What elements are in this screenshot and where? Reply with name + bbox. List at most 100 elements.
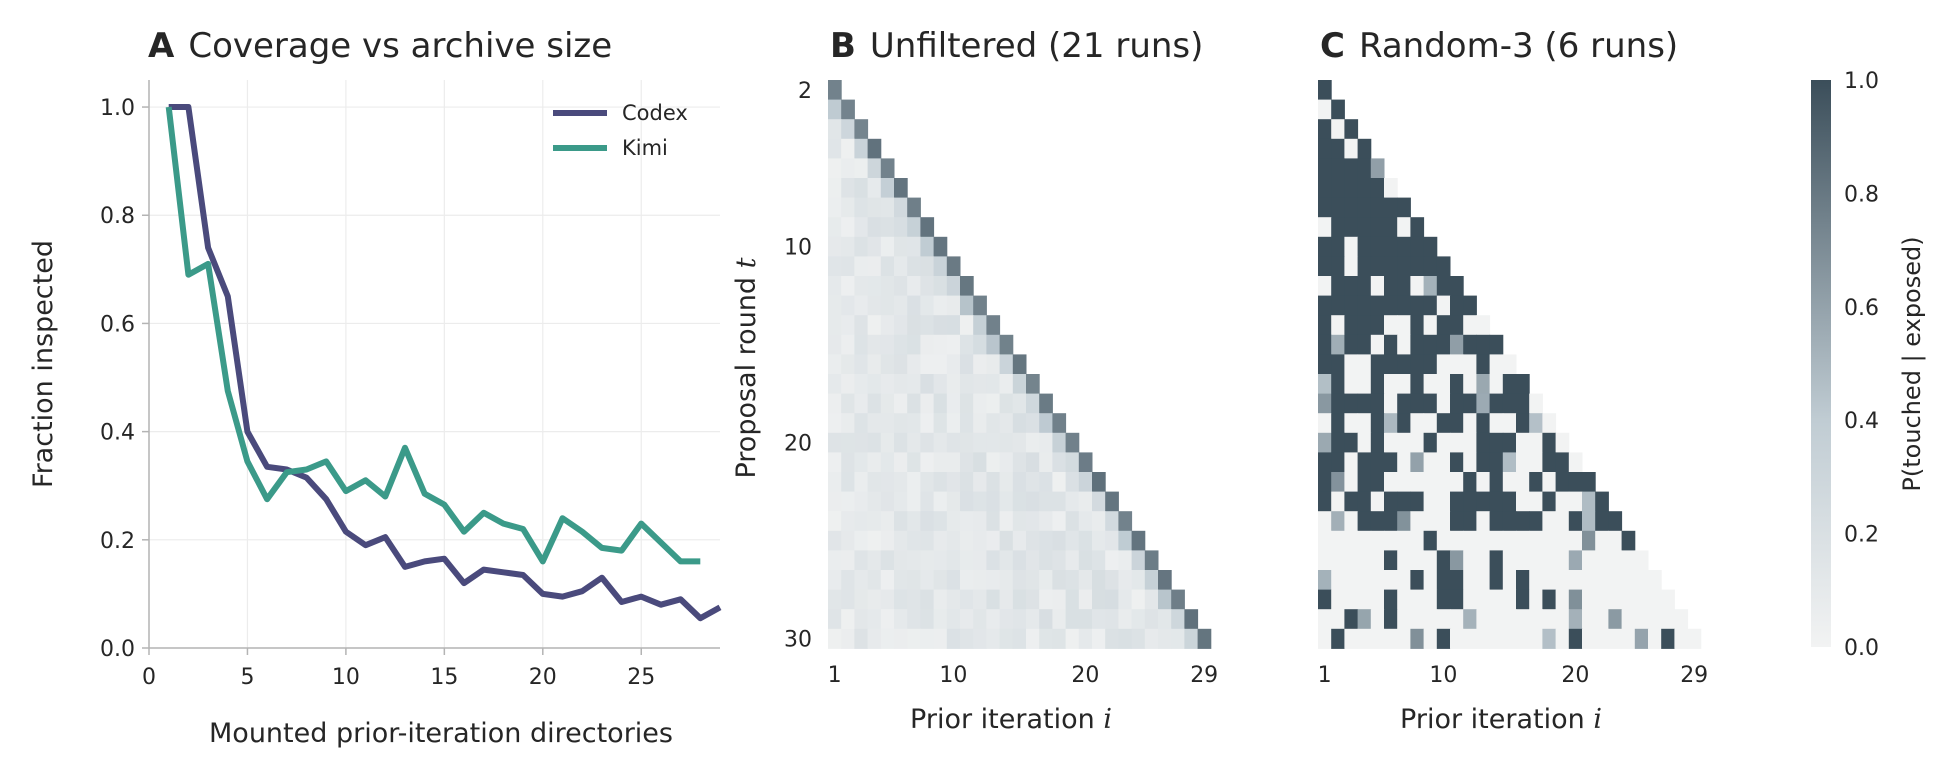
heatmap-cell [1529, 452, 1543, 473]
heatmap-cell [986, 334, 1001, 355]
heatmap-cell [1489, 550, 1504, 571]
heatmap-cell [1463, 530, 1477, 551]
heatmap-cell [867, 334, 882, 355]
heatmap-cell [999, 452, 1014, 473]
heatmap-cell [907, 570, 921, 591]
heatmap-cell [1171, 609, 1185, 630]
heatmap-cell [1555, 550, 1570, 571]
heatmap-cell [880, 315, 895, 336]
heatmap-cell [1370, 393, 1385, 414]
heatmap-cell [828, 472, 842, 493]
heatmap-cell [1450, 570, 1464, 591]
heatmap-cell [1318, 276, 1332, 297]
heatmap-cell [1105, 511, 1119, 532]
colorbar-label: P(touched | exposed) [1898, 236, 1926, 491]
heatmap-cell [1608, 570, 1623, 591]
heatmap-cell [1092, 628, 1106, 649]
heatmap-cell [1463, 511, 1477, 532]
heatmap-cell [1331, 550, 1345, 571]
heatmap-cell [880, 570, 895, 591]
heatmap-cell [1476, 393, 1491, 414]
heatmap-cell [973, 295, 987, 316]
heatmap-cell [960, 432, 974, 453]
heatmap-cell [1318, 315, 1332, 336]
heatmap-cell [1436, 334, 1451, 355]
heatmap-cell [1131, 628, 1146, 649]
heatmap-cell [854, 295, 869, 316]
y-tick-label: 0.4 [100, 421, 135, 446]
heatmap-cell [1476, 452, 1491, 473]
heatmap-cell [1397, 589, 1411, 610]
heatmap-cell [1555, 589, 1570, 610]
panel-a-y-label: Fraction inspected [28, 240, 59, 488]
heatmap-cell [867, 550, 882, 571]
heatmap-cell [1105, 570, 1119, 591]
heatmap-cell [894, 452, 908, 473]
heatmap-cell [920, 570, 935, 591]
heatmap-cell [946, 295, 961, 316]
heatmap-cell [960, 550, 974, 571]
heatmap-cell [933, 374, 948, 395]
heatmap-cell [1344, 295, 1359, 316]
heatmap-cell [973, 589, 987, 610]
heatmap-cell [986, 432, 1001, 453]
y-tick-label: 0.8 [100, 204, 135, 229]
heatmap-cell [880, 550, 895, 571]
heatmap-cell [854, 138, 869, 159]
heatmap-cell [986, 413, 1001, 434]
heatmap-cell [1131, 609, 1146, 630]
heatmap-cell [841, 119, 855, 140]
heatmap-cell [1529, 628, 1543, 649]
heatmap-cell [1634, 570, 1649, 591]
heatmap-cell [1370, 217, 1385, 238]
heatmap-cell [999, 393, 1014, 414]
heatmap-cell [1502, 589, 1517, 610]
heatmap-cell [1436, 609, 1451, 630]
heatmap-cell [1450, 550, 1464, 571]
heatmap-cell [894, 295, 908, 316]
heatmap-cell [1582, 530, 1596, 551]
heatmap-cell [1529, 550, 1543, 571]
heatmap-cell [1118, 550, 1133, 571]
heatmap-cell [1370, 178, 1385, 199]
heatmap-cell [1357, 158, 1372, 179]
heatmap-cell [960, 609, 974, 630]
heatmap-cell [1450, 511, 1464, 532]
heatmap-cell [1318, 295, 1332, 316]
heatmap-cell [1436, 432, 1451, 453]
heatmap-cell [946, 393, 961, 414]
heatmap-cell [1410, 334, 1425, 355]
heatmap-cell [1450, 530, 1464, 551]
heatmap-cell [1065, 589, 1080, 610]
heatmap-cell [1397, 393, 1411, 414]
heatmap-cell [999, 570, 1014, 591]
heatmap-cell [880, 472, 895, 493]
heatmap-cell [841, 158, 855, 179]
heatmap-cell [1410, 472, 1425, 493]
heatmap-cell [1516, 452, 1530, 473]
heatmap-cell [920, 413, 935, 434]
heatmap-cell [999, 374, 1014, 395]
heatmap-cell [828, 256, 842, 277]
heatmap-cell [828, 374, 842, 395]
heatmap-cell [1450, 295, 1464, 316]
heatmap-cell [841, 138, 855, 159]
heatmap-cell [894, 393, 908, 414]
colorbar-tick-label: 0.2 [1844, 523, 1879, 548]
heatmap-cell [999, 354, 1014, 375]
heatmap-cell [1344, 511, 1359, 532]
y-tick-label: 1.0 [100, 96, 135, 121]
x-tick-label: 20 [1561, 663, 1589, 688]
heatmap-cell [1370, 511, 1385, 532]
heatmap-cell [1318, 334, 1332, 355]
heatmap-cell [1318, 119, 1332, 140]
heatmap-cell [894, 276, 908, 297]
heatmap-cell [1410, 609, 1425, 630]
heatmap-cell [1344, 393, 1359, 414]
heatmap-cell [1516, 628, 1530, 649]
heatmap-cell [841, 491, 855, 512]
heatmap-cell [960, 589, 974, 610]
heatmap-cell [1357, 472, 1372, 493]
heatmap-cell [1131, 589, 1146, 610]
heatmap-cell [960, 530, 974, 551]
